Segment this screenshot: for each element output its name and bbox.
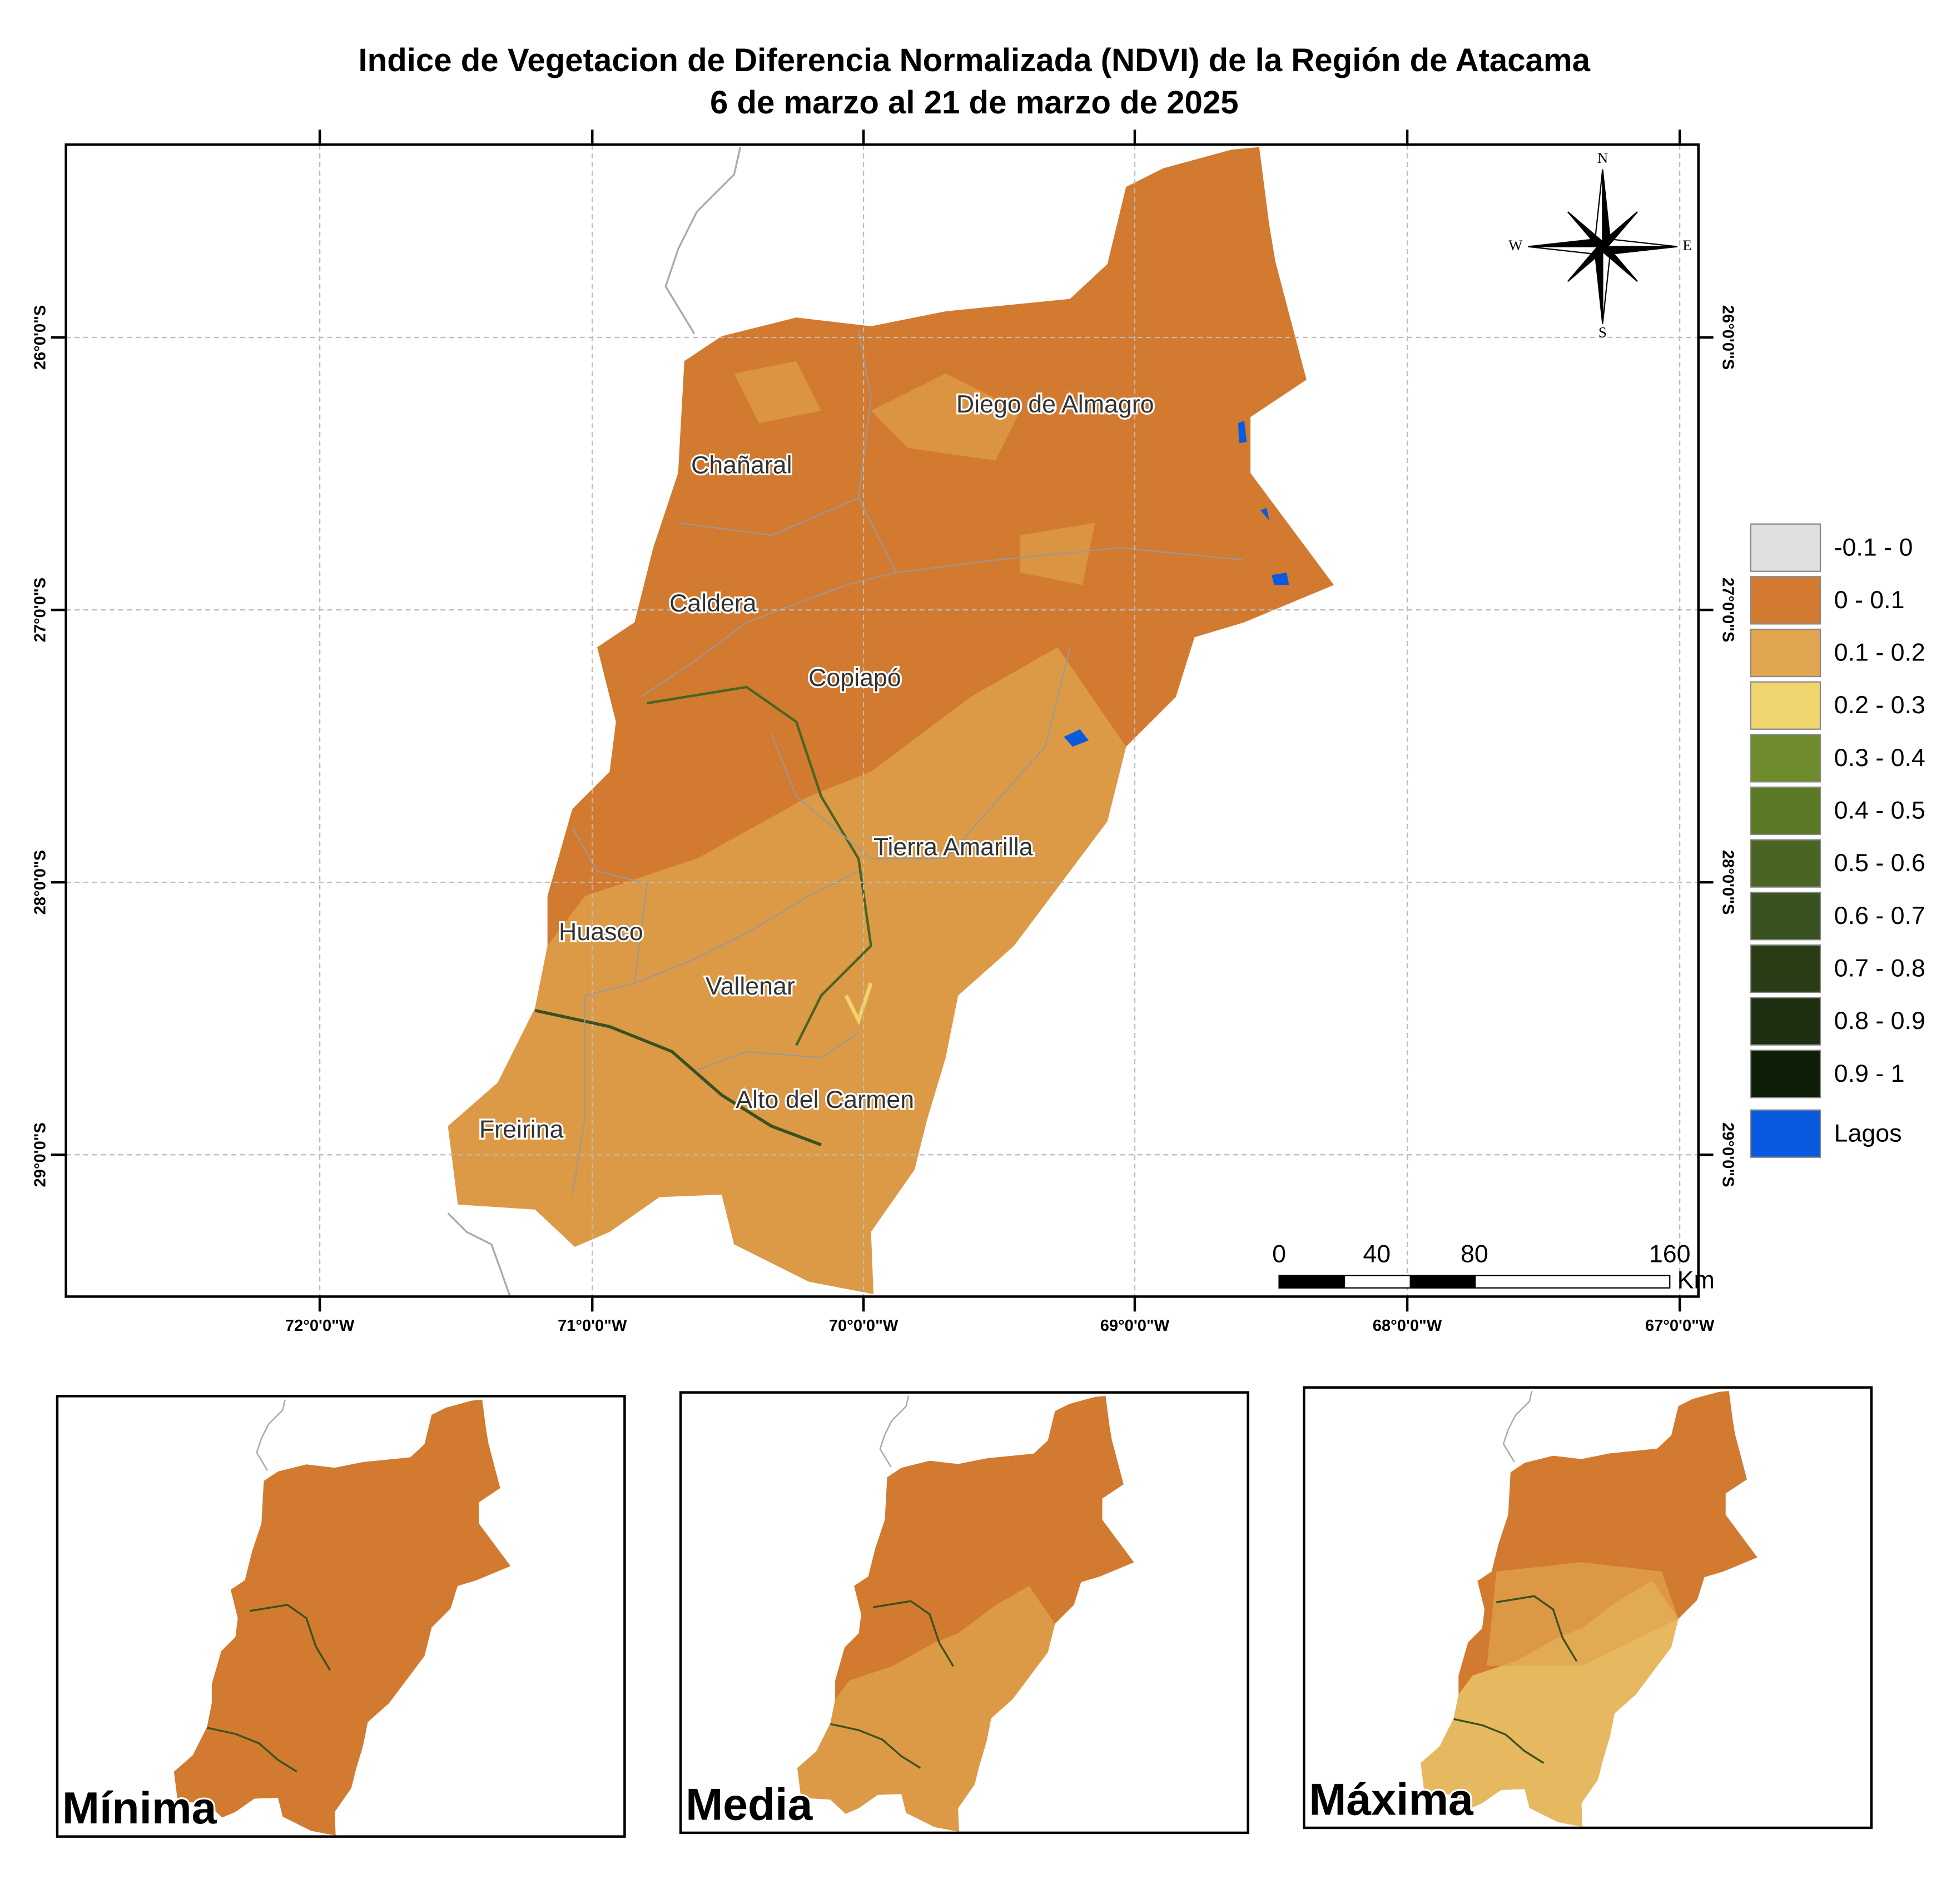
legend-swatch xyxy=(1750,839,1821,888)
compass-w: W xyxy=(1508,237,1523,253)
inset-frame xyxy=(56,1395,626,1838)
legend-swatch xyxy=(1750,1050,1821,1098)
border-line xyxy=(447,1212,512,1297)
legend-swatch xyxy=(1750,523,1821,572)
town-label: Vallenar xyxy=(706,972,795,1000)
inset-map: Mínima xyxy=(56,1395,626,1838)
legend-label: 0.5 - 0.6 xyxy=(1834,849,1925,877)
scale-bar: Km 0 40 80 160 xyxy=(1272,1240,1715,1294)
longitude-label: 71°0'0"W xyxy=(558,1317,627,1335)
latitude-label: 28°0'0"S xyxy=(32,850,49,914)
legend-label: 0.9 - 1 xyxy=(1834,1060,1905,1087)
legend-label: 0.7 - 0.8 xyxy=(1834,955,1925,982)
inset-label: Máxima xyxy=(1309,1774,1474,1825)
latitude-label: 29°0'0"S xyxy=(1719,1122,1736,1187)
latitude-label: 27°0'0"S xyxy=(1719,578,1736,642)
longitude-label: 67°0'0"W xyxy=(1645,1317,1715,1335)
latitude-label: 28°0'0"S xyxy=(1719,850,1736,914)
latitude-label: 26°0'0"S xyxy=(32,305,49,370)
inset-frame xyxy=(1303,1386,1873,1830)
inset-map: Media xyxy=(679,1391,1249,1835)
inset-river xyxy=(830,1600,955,1769)
inset-river xyxy=(207,1604,331,1773)
legend-swatch xyxy=(1750,786,1821,836)
commune-boundaries xyxy=(572,330,1244,1195)
compass-n: N xyxy=(1597,150,1608,166)
inset-veg-clip xyxy=(797,1585,1055,1832)
inset-map: Máxima xyxy=(1303,1386,1873,1830)
legend-label: 0.2 - 0.3 xyxy=(1834,691,1925,719)
legend-swatch xyxy=(1750,576,1821,625)
town-label: Copiapó xyxy=(808,664,901,692)
legend-label: 0.4 - 0.5 xyxy=(1834,797,1925,824)
compass-e: E xyxy=(1682,237,1691,253)
inset-veg-clip xyxy=(173,1589,432,1836)
border-line xyxy=(664,147,742,335)
border-line xyxy=(256,1399,286,1471)
legend-label: Lagos xyxy=(1834,1119,1902,1147)
legend-swatch xyxy=(1750,997,1821,1046)
town-label: Huasco xyxy=(559,918,643,946)
longitude-label: 68°0'0"W xyxy=(1373,1317,1442,1335)
legend-swatch xyxy=(1750,628,1821,678)
legend-swatch xyxy=(1750,1109,1821,1158)
town-label: Tierra Amarilla xyxy=(873,833,1033,861)
latitude-label: 27°0'0"S xyxy=(32,578,49,642)
legend-swatch xyxy=(1750,944,1821,993)
inset-veg-more xyxy=(1487,1562,1679,1667)
legend-label: 0.3 - 0.4 xyxy=(1834,744,1925,772)
compass-s: S xyxy=(1598,324,1607,340)
inset-label: Mínima xyxy=(62,1783,217,1833)
longitude-label: 70°0'0"W xyxy=(829,1317,898,1335)
legend-label: 0.1 - 0.2 xyxy=(1834,639,1925,667)
compass-rose: N S E W xyxy=(1508,150,1692,340)
latitude-label: 26°0'0"S xyxy=(1719,305,1736,370)
legend-swatch xyxy=(1750,681,1821,730)
legend-label: 0 - 0.1 xyxy=(1834,586,1905,614)
latitude-label: 29°0'0"S xyxy=(32,1122,49,1187)
map-title: Indice de Vegetacion de Diferencia Norma… xyxy=(359,42,1591,78)
inset-label: Media xyxy=(686,1779,813,1830)
map-frame xyxy=(64,143,1700,1298)
inset-veg xyxy=(1421,1562,1679,1827)
border-line xyxy=(1502,1390,1533,1463)
map-subtitle: 6 de marzo al 21 de marzo de 2025 xyxy=(710,84,1239,121)
legend: -0.1 - 0 0 - 0.1 0.1 - 0.2 0.2 - 0.3 0.3 - 0… xyxy=(1750,523,1925,1158)
inset-content xyxy=(1421,1390,1758,1827)
legend-swatch xyxy=(1750,892,1821,941)
longitude-label: 72°0'0"W xyxy=(285,1317,355,1335)
inset-veg xyxy=(173,1589,432,1836)
longitude-label: 69°0'0"W xyxy=(1100,1317,1170,1335)
legend-label: 0.6 - 0.7 xyxy=(1834,902,1925,929)
legend-swatch xyxy=(1750,734,1821,783)
town-label: Freirina xyxy=(479,1116,564,1144)
scale-label: 40 xyxy=(1363,1240,1391,1267)
inset-content xyxy=(173,1399,511,1836)
legend-label: -0.1 - 0 xyxy=(1834,533,1913,561)
town-label: Chañaral xyxy=(691,451,792,479)
scale-label: 160 xyxy=(1649,1240,1691,1267)
inset-veg xyxy=(797,1585,1055,1832)
inset-veg-clip xyxy=(1421,1562,1679,1827)
inset-frame xyxy=(679,1391,1249,1835)
legend-label: 0.8 - 0.9 xyxy=(1834,1007,1925,1035)
main-map xyxy=(447,147,1334,1297)
town-label: Caldera xyxy=(669,589,757,617)
scale-label: 80 xyxy=(1461,1240,1488,1267)
inset-content xyxy=(797,1395,1134,1832)
scale-label: 0 xyxy=(1272,1240,1286,1267)
town-label: Diego de Almagro xyxy=(956,390,1154,418)
border-line xyxy=(879,1395,910,1468)
inset-river xyxy=(1453,1595,1578,1764)
vegetation-patches xyxy=(448,361,1126,1294)
town-label: Alto del Carmen xyxy=(736,1086,914,1113)
scale-unit: Km xyxy=(1677,1266,1715,1294)
